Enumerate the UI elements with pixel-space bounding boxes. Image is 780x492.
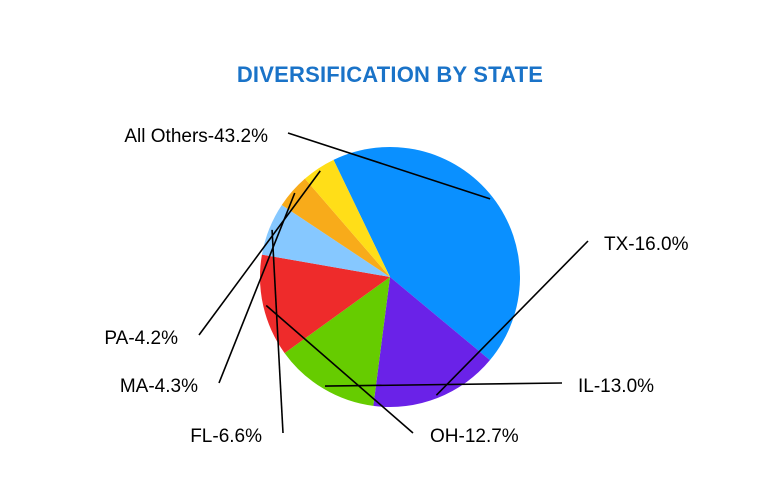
- slice-label-ma: MA-4.3%: [120, 376, 198, 397]
- leader-line-ma: [218, 192, 296, 384]
- pie-slice-pa: [304, 159, 390, 277]
- pie-slices: [260, 146, 521, 407]
- leader-line-tx: [435, 240, 589, 396]
- pie-slice-tx: [373, 277, 490, 407]
- leader-line-pa: [198, 170, 321, 336]
- slice-labels: All Others-43.2% TX-16.0% IL-13.0% OH-12.7%…: [104, 126, 688, 447]
- pie-slice-fl: [261, 204, 390, 277]
- slice-label-fl: FL-6.6%: [190, 426, 262, 447]
- leader-line-oh: [265, 304, 414, 434]
- pie-slice-il: [284, 277, 390, 406]
- pie-slice-ma: [281, 178, 390, 277]
- chart-title: DIVERSIFICATION BY STATE: [236, 62, 544, 87]
- slice-label-il: IL-13.0%: [578, 376, 654, 397]
- pie-slice-all-others: [333, 146, 521, 361]
- slice-label-oh: OH-12.7%: [430, 426, 519, 447]
- leader-line-fl: [271, 229, 284, 434]
- leader-line-all-others: [287, 132, 491, 200]
- leader-line-il: [324, 382, 563, 387]
- leader-lines: [198, 132, 589, 434]
- slice-label-tx: TX-16.0%: [604, 234, 689, 255]
- slice-label-pa: PA-4.2%: [104, 328, 178, 349]
- slice-label-all-others: All Others-43.2%: [124, 126, 268, 147]
